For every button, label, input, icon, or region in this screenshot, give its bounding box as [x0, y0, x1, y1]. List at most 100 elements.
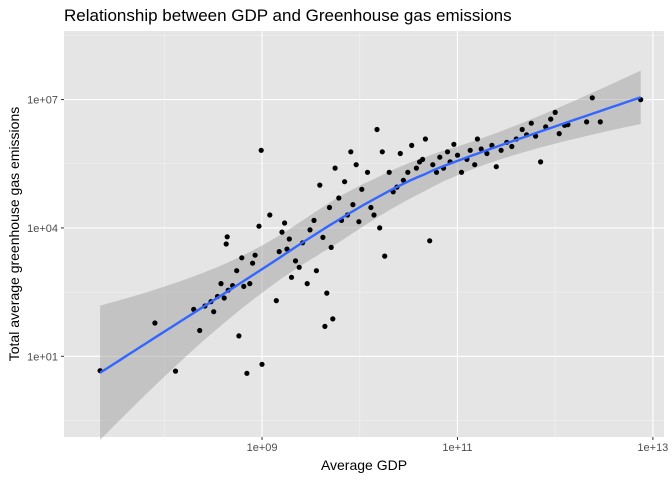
data-point [397, 150, 403, 157]
data-point [221, 295, 227, 301]
data-point [433, 169, 440, 175]
data-point [292, 258, 299, 264]
major-gridlines [64, 31, 664, 437]
data-point [276, 249, 282, 255]
y-axis: 1e+01 1e+04 1e+07 [27, 95, 64, 363]
data-point [528, 120, 534, 126]
data-point [427, 238, 433, 244]
data-point [247, 281, 253, 287]
data-point [252, 252, 258, 258]
data-point [409, 142, 415, 148]
data-point [519, 126, 525, 133]
data-point [498, 147, 504, 153]
data-point [422, 136, 428, 142]
x-tick-label: 1e+13 [637, 442, 668, 454]
data-point [444, 149, 451, 155]
data-point [382, 253, 388, 259]
data-point [353, 162, 359, 168]
data-point [259, 361, 265, 367]
data-point [279, 229, 285, 235]
y-tick-label: 1e+04 [27, 223, 58, 235]
data-point [430, 162, 436, 168]
data-point [330, 316, 336, 322]
data-point [420, 156, 426, 162]
data-point [172, 368, 179, 374]
data-point [296, 264, 302, 270]
data-point [241, 283, 247, 289]
data-point [326, 204, 333, 211]
confidence-ribbon [100, 70, 641, 440]
data-point [474, 136, 480, 142]
data-point [332, 165, 338, 171]
data-point [478, 146, 484, 152]
data-point [152, 320, 158, 326]
data-point [584, 119, 590, 125]
smooth-line-layer [99, 96, 642, 374]
data-point [211, 309, 217, 315]
data-point [374, 126, 380, 133]
data-point [348, 149, 354, 155]
data-point [320, 234, 326, 240]
data-point [234, 268, 240, 274]
data-point [317, 182, 323, 188]
y-tick-label: 1e+07 [27, 95, 58, 107]
data-point [273, 298, 279, 304]
data-point [342, 179, 348, 185]
data-point [379, 149, 385, 155]
data-point [244, 370, 250, 376]
data-point [472, 162, 478, 168]
data-point [386, 169, 392, 175]
data-point [350, 202, 356, 208]
data-point [556, 131, 562, 137]
x-tick-label: 1e+09 [247, 442, 278, 454]
data-point [493, 164, 499, 170]
data-point [368, 204, 374, 211]
data-point [405, 169, 411, 175]
smooth-line [99, 96, 642, 374]
data-point [224, 234, 230, 240]
data-point [267, 212, 273, 218]
data-point [239, 255, 245, 261]
data-point [454, 152, 461, 158]
minor-gridlines [64, 31, 664, 437]
data-point [311, 217, 317, 223]
chart-title: Relationship between GDP and Greenhouse … [64, 6, 512, 25]
data-point [484, 150, 490, 157]
data-point [467, 147, 473, 153]
data-point [256, 223, 262, 229]
data-point [489, 142, 495, 148]
data-point [307, 227, 313, 233]
data-point [288, 274, 295, 280]
data-point [197, 327, 203, 334]
data-point [336, 195, 342, 201]
x-axis: 1e+09 1e+11 1e+13 [247, 437, 668, 454]
data-point [322, 323, 328, 329]
data-point [458, 169, 465, 175]
data-point [304, 281, 310, 287]
data-point [364, 169, 371, 175]
data-point [356, 219, 362, 225]
data-point [597, 119, 603, 125]
x-axis-title: Average GDP [321, 457, 407, 473]
data-point [284, 246, 290, 252]
data-point [286, 236, 292, 242]
data-point [324, 290, 330, 296]
data-point [509, 143, 515, 150]
plot-panel [64, 31, 664, 437]
data-point [548, 116, 554, 122]
data-point [400, 177, 406, 183]
data-point [451, 141, 457, 147]
data-point [328, 244, 334, 250]
y-tick-label: 1e+01 [27, 351, 58, 363]
data-point [552, 109, 558, 115]
data-point [258, 147, 264, 153]
data-point [371, 212, 377, 218]
data-point [313, 268, 319, 274]
data-point [437, 154, 443, 160]
y-axis-title: Total average greenhouse gas emissions [6, 107, 22, 362]
data-point [359, 186, 365, 192]
data-point [538, 159, 544, 165]
data-point [223, 241, 229, 247]
data-point [250, 260, 256, 266]
